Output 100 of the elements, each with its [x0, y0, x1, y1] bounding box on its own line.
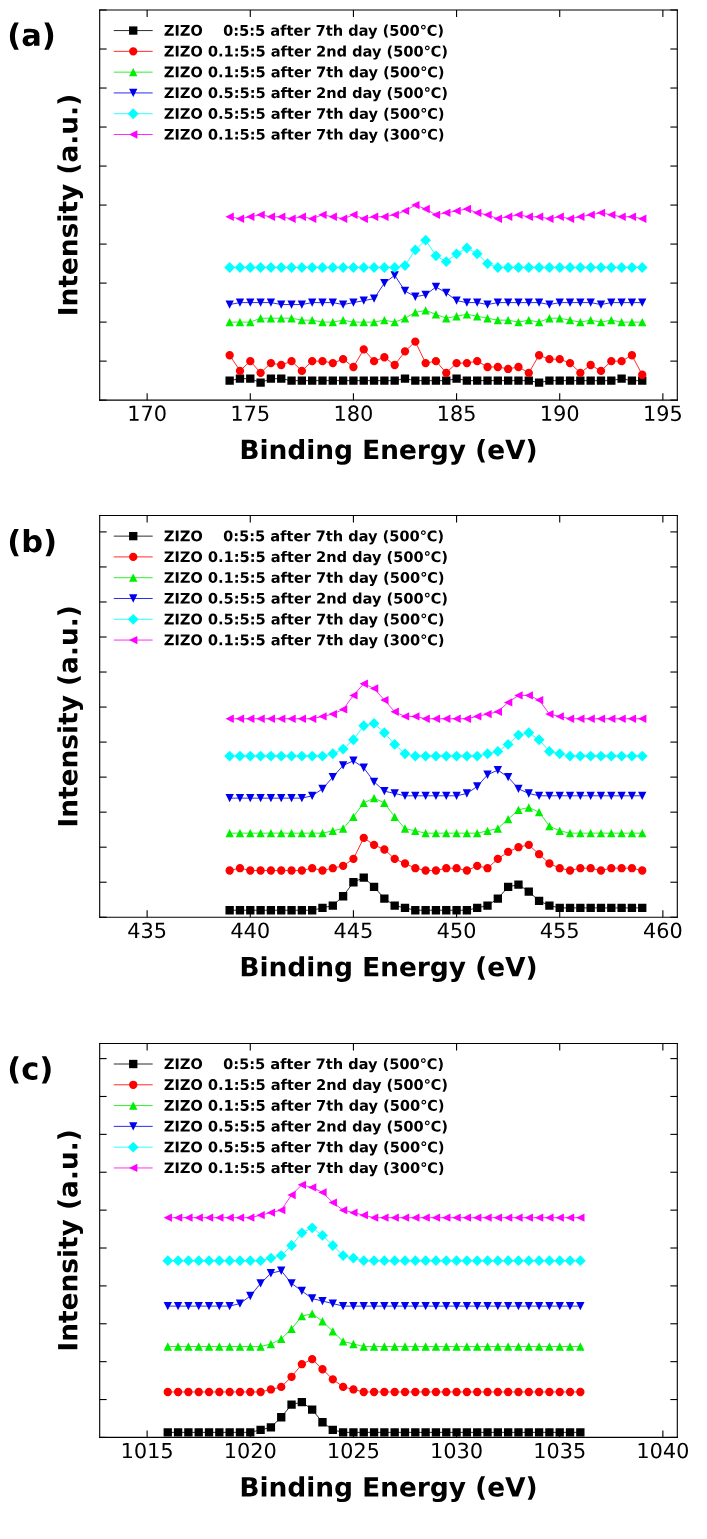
point: [297, 1312, 307, 1321]
point: [286, 750, 297, 762]
point: [266, 212, 276, 221]
point: [514, 1213, 523, 1222]
point: [452, 906, 461, 915]
point: [430, 250, 442, 262]
point: [348, 1252, 359, 1264]
x-tick-label: 190: [542, 405, 579, 422]
point: [503, 316, 513, 325]
point: [430, 1255, 442, 1267]
point: [514, 298, 523, 307]
point: [400, 347, 410, 356]
point: [277, 793, 286, 803]
point: [513, 729, 524, 741]
point: [390, 271, 399, 280]
point: [482, 748, 493, 760]
point: [452, 1213, 461, 1222]
point: [421, 204, 430, 214]
point: [514, 805, 523, 814]
point: [442, 1428, 451, 1437]
point: [545, 1213, 554, 1222]
point: [297, 866, 307, 875]
point: [338, 1301, 348, 1311]
point: [266, 714, 276, 723]
point: [503, 698, 513, 707]
point: [297, 316, 307, 325]
point: [246, 317, 255, 327]
point: [596, 300, 606, 309]
point: [576, 864, 585, 873]
point: [266, 358, 276, 368]
point: [440, 750, 452, 762]
point: [349, 756, 358, 765]
point: [565, 1301, 575, 1311]
point: [586, 376, 595, 385]
point: [565, 714, 575, 723]
point: [576, 1301, 585, 1311]
point: [555, 712, 564, 721]
point: [215, 1213, 224, 1222]
point: [380, 1387, 389, 1397]
point: [555, 1213, 564, 1222]
point: [296, 262, 308, 273]
point: [411, 1428, 420, 1437]
point: [349, 317, 358, 327]
point: [287, 1279, 296, 1288]
point: [534, 1387, 544, 1397]
point: [390, 854, 399, 864]
point: [369, 1342, 379, 1351]
point: [513, 262, 524, 273]
point: [586, 903, 595, 913]
chart-title: (a): [9, 22, 54, 50]
point: [215, 1387, 224, 1397]
point: [565, 866, 575, 875]
point: [400, 1213, 410, 1222]
point: [576, 317, 585, 327]
point: [380, 1301, 389, 1311]
point: [338, 761, 348, 770]
point: [595, 750, 607, 762]
point: [297, 714, 307, 723]
point: [411, 1301, 420, 1311]
point: [380, 695, 389, 705]
point: [390, 707, 399, 716]
point: [514, 362, 523, 372]
point: [338, 376, 348, 385]
point: [246, 793, 255, 803]
point: [545, 300, 554, 309]
point: [163, 1428, 172, 1437]
point: [503, 1342, 513, 1351]
point: [431, 376, 441, 385]
point: [462, 866, 472, 875]
point: [328, 1375, 337, 1384]
point: [502, 262, 514, 273]
x-tick-label: 195: [645, 405, 681, 422]
point: [277, 1334, 286, 1344]
point: [545, 901, 554, 910]
point: [534, 212, 544, 221]
x-tick-label: 1020: [226, 1442, 276, 1459]
point: [359, 679, 368, 688]
point: [492, 1255, 504, 1267]
point: [440, 1255, 452, 1267]
point: [328, 1198, 337, 1207]
point: [297, 1360, 307, 1369]
point: [287, 866, 296, 875]
point: [359, 798, 368, 807]
point: [420, 1255, 432, 1267]
point: [545, 314, 554, 323]
point: [483, 300, 492, 309]
point: [421, 306, 430, 315]
legend-label: ZIZO 0:5:5 after 7th day (500℃): [164, 24, 443, 39]
point: [555, 1301, 564, 1311]
point: [411, 791, 420, 800]
point: [607, 791, 616, 800]
point: [265, 750, 277, 762]
point: [275, 750, 287, 762]
point: [184, 1428, 193, 1437]
point: [627, 351, 637, 360]
point: [493, 1342, 502, 1351]
point: [389, 262, 401, 273]
point: [266, 1385, 276, 1394]
point: [318, 784, 327, 793]
point: [617, 829, 626, 838]
